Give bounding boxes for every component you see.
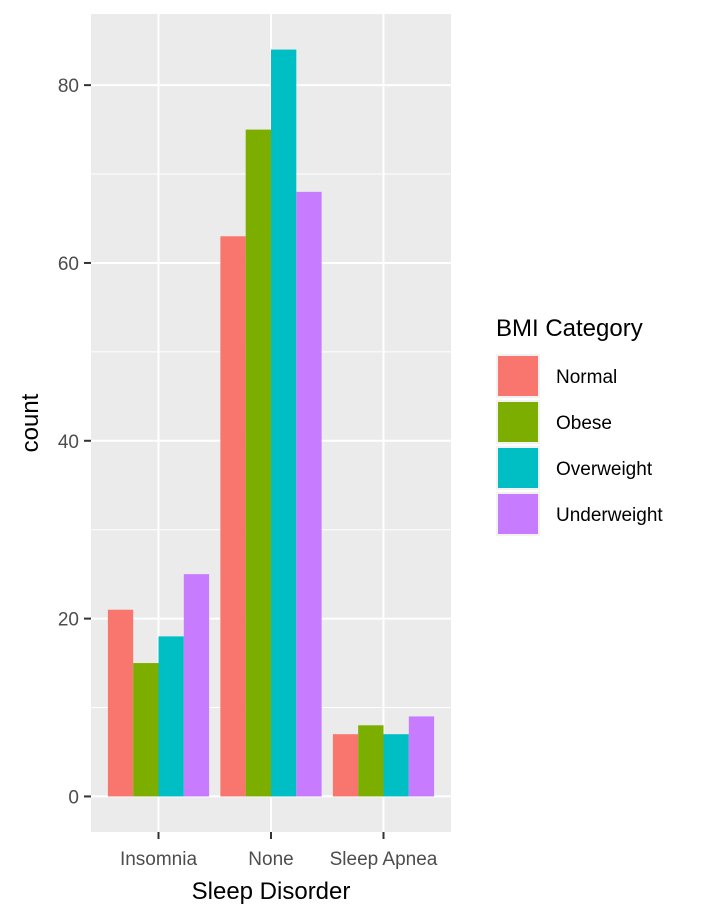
bar-normal-none bbox=[220, 236, 246, 797]
bar-overweight-insomnia bbox=[158, 636, 184, 797]
y-axis: 0 20 40 60 80 bbox=[58, 76, 91, 808]
y-tick-label: 60 bbox=[58, 254, 79, 275]
legend-key-obese bbox=[498, 402, 538, 442]
legend-label-obese: Obese bbox=[556, 413, 612, 434]
bar-underweight-insomnia bbox=[183, 574, 210, 797]
bar-normal-insomnia bbox=[107, 609, 134, 797]
y-tick-label: 40 bbox=[58, 432, 79, 453]
x-axis: Insomnia None Sleep Apnea bbox=[120, 832, 438, 870]
y-tick-label: 20 bbox=[58, 610, 79, 631]
bar-normal-sleep-apnea bbox=[332, 734, 359, 797]
legend-key-underweight bbox=[498, 494, 538, 534]
bar-obese-insomnia bbox=[133, 663, 159, 797]
bar-underweight-none bbox=[296, 191, 322, 797]
bars bbox=[107, 49, 435, 797]
bar-obese-none bbox=[245, 129, 271, 797]
bar-obese-sleep-apnea bbox=[358, 725, 384, 797]
x-axis-title: Sleep Disorder bbox=[192, 878, 351, 905]
legend-key-overweight bbox=[498, 448, 538, 488]
x-tick-label: Sleep Apnea bbox=[330, 849, 438, 870]
bar-overweight-none bbox=[271, 49, 297, 797]
legend-label-underweight: Underweight bbox=[556, 505, 663, 526]
legend-key-normal bbox=[498, 356, 538, 396]
x-tick-label: Insomnia bbox=[120, 849, 198, 870]
bar-overweight-sleep-apnea bbox=[383, 734, 409, 797]
x-tick-label: None bbox=[248, 849, 293, 870]
legend: BMI Category Normal Obese Overweight Underw… bbox=[496, 315, 663, 536]
y-axis-title: count bbox=[17, 393, 44, 452]
legend-title: BMI Category bbox=[496, 315, 643, 342]
legend-label-normal: Normal bbox=[556, 367, 617, 388]
y-tick-label: 0 bbox=[68, 787, 79, 808]
legend-items: Normal Obese Overweight Underweight bbox=[496, 354, 663, 536]
bar-underweight-sleep-apnea bbox=[408, 716, 435, 797]
legend-label-overweight: Overweight bbox=[556, 459, 653, 480]
y-tick-label: 80 bbox=[58, 76, 79, 97]
